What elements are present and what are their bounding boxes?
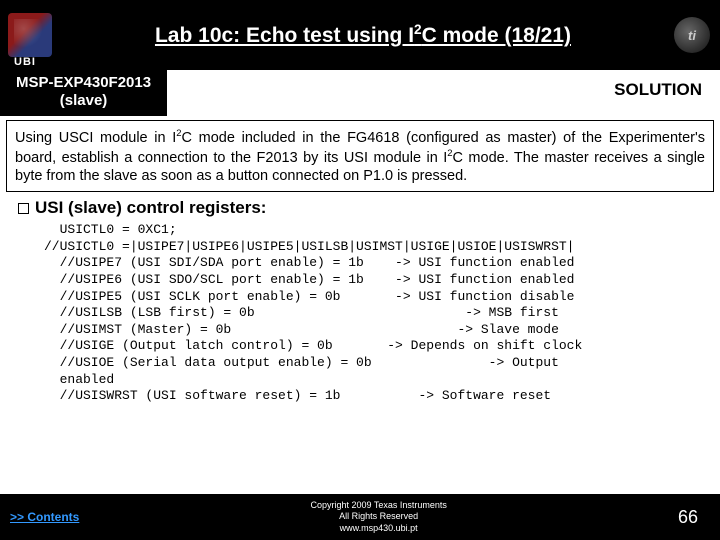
page-number: 66	[678, 507, 698, 528]
contents-link[interactable]: >> Contents	[10, 510, 79, 524]
slide-title: Lab 10c: Echo test using I2C mode (18/21…	[52, 22, 674, 48]
device-pill: MSP-EXP430F2013 (slave)	[0, 70, 167, 116]
section-heading: USI (slave) control registers:	[35, 198, 266, 217]
copyright-block: Copyright 2009 Texas Instruments All Rig…	[79, 500, 678, 534]
sub-header: MSP-EXP430F2013 (slave) SOLUTION	[0, 70, 720, 116]
title-pre: Lab 10c: Echo test using I	[155, 24, 414, 47]
code-block: USICTL0 = 0XC1; //USICTL0 =|USIPE7|USIPE…	[44, 222, 708, 405]
copy-l1: Copyright 2009 Texas Instruments	[79, 500, 678, 511]
copy-l2: All Rights Reserved	[79, 511, 678, 522]
desc-a: Using USCI module in I	[15, 130, 176, 146]
description-box: Using USCI module in I2C mode included i…	[6, 120, 714, 192]
section-heading-row: USI (slave) control registers:	[18, 198, 708, 218]
solution-label: SOLUTION	[167, 70, 720, 116]
ti-logo	[674, 17, 710, 53]
bullet-square-icon	[18, 203, 29, 214]
ubi-logo	[8, 13, 52, 57]
device-line2: (slave)	[16, 92, 151, 110]
slide-footer: >> Contents Copyright 2009 Texas Instrum…	[0, 494, 720, 540]
title-sup: 2	[414, 22, 422, 37]
title-post: C mode (18/21)	[422, 24, 571, 47]
copy-l3: www.msp430.ubi.pt	[79, 523, 678, 534]
ubi-label: UBI	[14, 56, 36, 68]
device-line1: MSP-EXP430F2013	[16, 74, 151, 92]
section-block: USI (slave) control registers: USICTL0 =…	[18, 198, 708, 405]
slide-header: UBI Lab 10c: Echo test using I2C mode (1…	[0, 0, 720, 70]
